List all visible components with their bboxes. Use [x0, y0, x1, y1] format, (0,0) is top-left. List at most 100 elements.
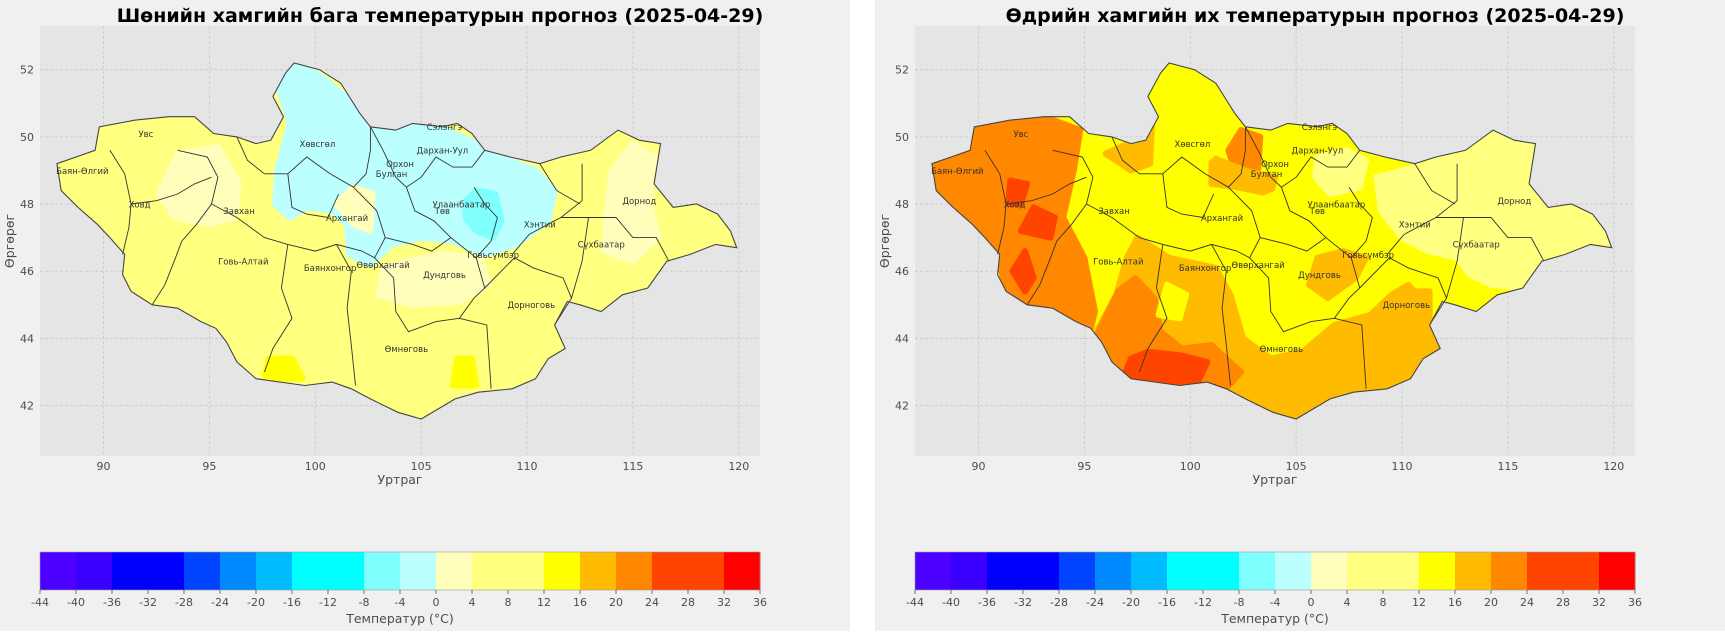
- colorbar-tick-label: -16: [1158, 596, 1176, 609]
- country-outline: [56, 62, 738, 420]
- colorbar-swatch: [1491, 552, 1528, 590]
- province-label: Ховд: [1004, 200, 1026, 210]
- province-label: Дархан-Уул: [1291, 147, 1343, 157]
- province-label: Завхан: [223, 207, 254, 217]
- colorbar-tick-label: 12: [1412, 596, 1426, 609]
- province-border: [1228, 186, 1261, 259]
- min-temperature-panel: Шөнийн хамгийн бага температурын прогноз…: [0, 0, 850, 631]
- province-label: Сүхбаатар: [1453, 241, 1500, 251]
- province-border: [385, 237, 452, 252]
- province-border: [264, 244, 293, 373]
- temperature-field: [56, 63, 737, 419]
- province-label: Орхон: [1261, 160, 1289, 170]
- temperature-zone: [1312, 147, 1370, 197]
- province-label: Дорнод: [1497, 197, 1531, 207]
- x-tick-label: 95: [202, 460, 216, 473]
- colorbar-label: Температур (°C): [345, 611, 454, 626]
- province-label: Өвөрхангай: [356, 261, 409, 271]
- province-border: [1446, 217, 1464, 299]
- colorbar-swatch: [951, 552, 988, 590]
- temperature-zone: [449, 355, 480, 389]
- colorbar-tick-label: -40: [942, 596, 960, 609]
- x-tick-label: 90: [97, 460, 111, 473]
- temperature-zone: [261, 355, 306, 382]
- colorbar-swatch: [364, 552, 401, 590]
- colorbar-tick-label: 0: [1308, 596, 1315, 609]
- province-border: [151, 149, 219, 306]
- colorbar-swatch: [1239, 552, 1276, 590]
- colorbar-tick-label: -32: [1014, 596, 1032, 609]
- province-label: Увс: [1013, 130, 1028, 140]
- province-label: Хөвсгөл: [1175, 140, 1211, 150]
- colorbar-tick-label: 32: [717, 596, 731, 609]
- colorbar-swatch: [1527, 552, 1600, 590]
- country-outline: [931, 62, 1613, 420]
- temperature-zone: [1373, 127, 1612, 291]
- colorbar-swatch: [400, 552, 437, 590]
- y-tick-label: 52: [895, 64, 909, 77]
- temperature-zone: [1155, 281, 1190, 322]
- x-tick-label: 110: [1392, 460, 1413, 473]
- province-label: Төв: [434, 207, 450, 217]
- province-label: Говь-Алтай: [1093, 258, 1143, 268]
- province-label: Баян-Өлгий: [56, 167, 108, 177]
- province-border: [1435, 217, 1545, 262]
- colorbar-swatch: [184, 552, 221, 590]
- province-label: Дорноговь: [1382, 301, 1430, 311]
- province-label: Өмнөговь: [1260, 345, 1304, 355]
- panel-title: Өдрийн хамгийн их температурын прогноз (…: [1006, 5, 1625, 27]
- x-tick-label: 105: [1286, 460, 1307, 473]
- colorbar-tick-label: 24: [1520, 596, 1534, 609]
- province-border: [1139, 244, 1168, 373]
- province-border: [131, 176, 212, 205]
- province-border: [370, 126, 486, 188]
- temperature-zone: [1017, 204, 1058, 241]
- province-border: [1211, 244, 1231, 386]
- colorbar-tick-label: -24: [211, 596, 229, 609]
- colorbar-tick-label: 8: [505, 596, 512, 609]
- colorbar-swatch: [652, 552, 725, 590]
- y-axis-label: Өргөрөг: [2, 214, 17, 268]
- colorbar-swatch: [580, 552, 617, 590]
- province-border: [984, 150, 1007, 255]
- province-border: [560, 217, 670, 262]
- max-temperature-figure: Өдрийн хамгийн их температурын прогноз (…: [877, 5, 1642, 626]
- colorbar-tick-label: -44: [31, 596, 49, 609]
- province-label: Баян-Өлгий: [931, 167, 983, 177]
- colorbar-tick-label: -32: [139, 596, 157, 609]
- colorbar-swatch: [1059, 552, 1096, 590]
- x-tick-label: 90: [972, 460, 986, 473]
- y-tick-label: 46: [895, 265, 909, 278]
- province-border: [1006, 176, 1087, 205]
- y-tick-label: 48: [895, 198, 909, 211]
- colorbar-tick-label: -12: [1194, 596, 1212, 609]
- province-border: [374, 257, 486, 333]
- colorbar-swatch: [1167, 552, 1240, 590]
- colorbar-swatch: [40, 552, 77, 590]
- province-border: [1260, 237, 1327, 252]
- x-tick-label: 110: [517, 460, 538, 473]
- colorbar-tick-label: 0: [433, 596, 440, 609]
- y-axis-label: Өргөрөг: [877, 214, 892, 268]
- province-border: [336, 244, 356, 386]
- x-tick-label: 115: [622, 460, 643, 473]
- colorbar-swatch: [256, 552, 293, 590]
- province-border: [1162, 173, 1215, 218]
- temperature-field: [931, 63, 1612, 419]
- province-label: Увс: [138, 130, 153, 140]
- province-label: Булган: [1251, 170, 1283, 180]
- province-border: [539, 163, 581, 205]
- y-tick-label: 44: [20, 332, 34, 345]
- province-label: Сэлэнгэ: [427, 123, 463, 133]
- colorbar-tick-label: 12: [537, 596, 551, 609]
- province-label: Төв: [1309, 207, 1325, 217]
- province-border: [459, 317, 492, 389]
- temperature-zone: [1005, 177, 1031, 207]
- temperature-zone: [1009, 248, 1037, 295]
- temperature-zone: [155, 143, 243, 228]
- colorbar-swatch: [220, 552, 257, 590]
- colorbar-tick-label: -16: [283, 596, 301, 609]
- colorbar-swatch: [472, 552, 545, 590]
- colorbar-tick-label: -4: [395, 596, 406, 609]
- colorbar-swatch: [987, 552, 1060, 590]
